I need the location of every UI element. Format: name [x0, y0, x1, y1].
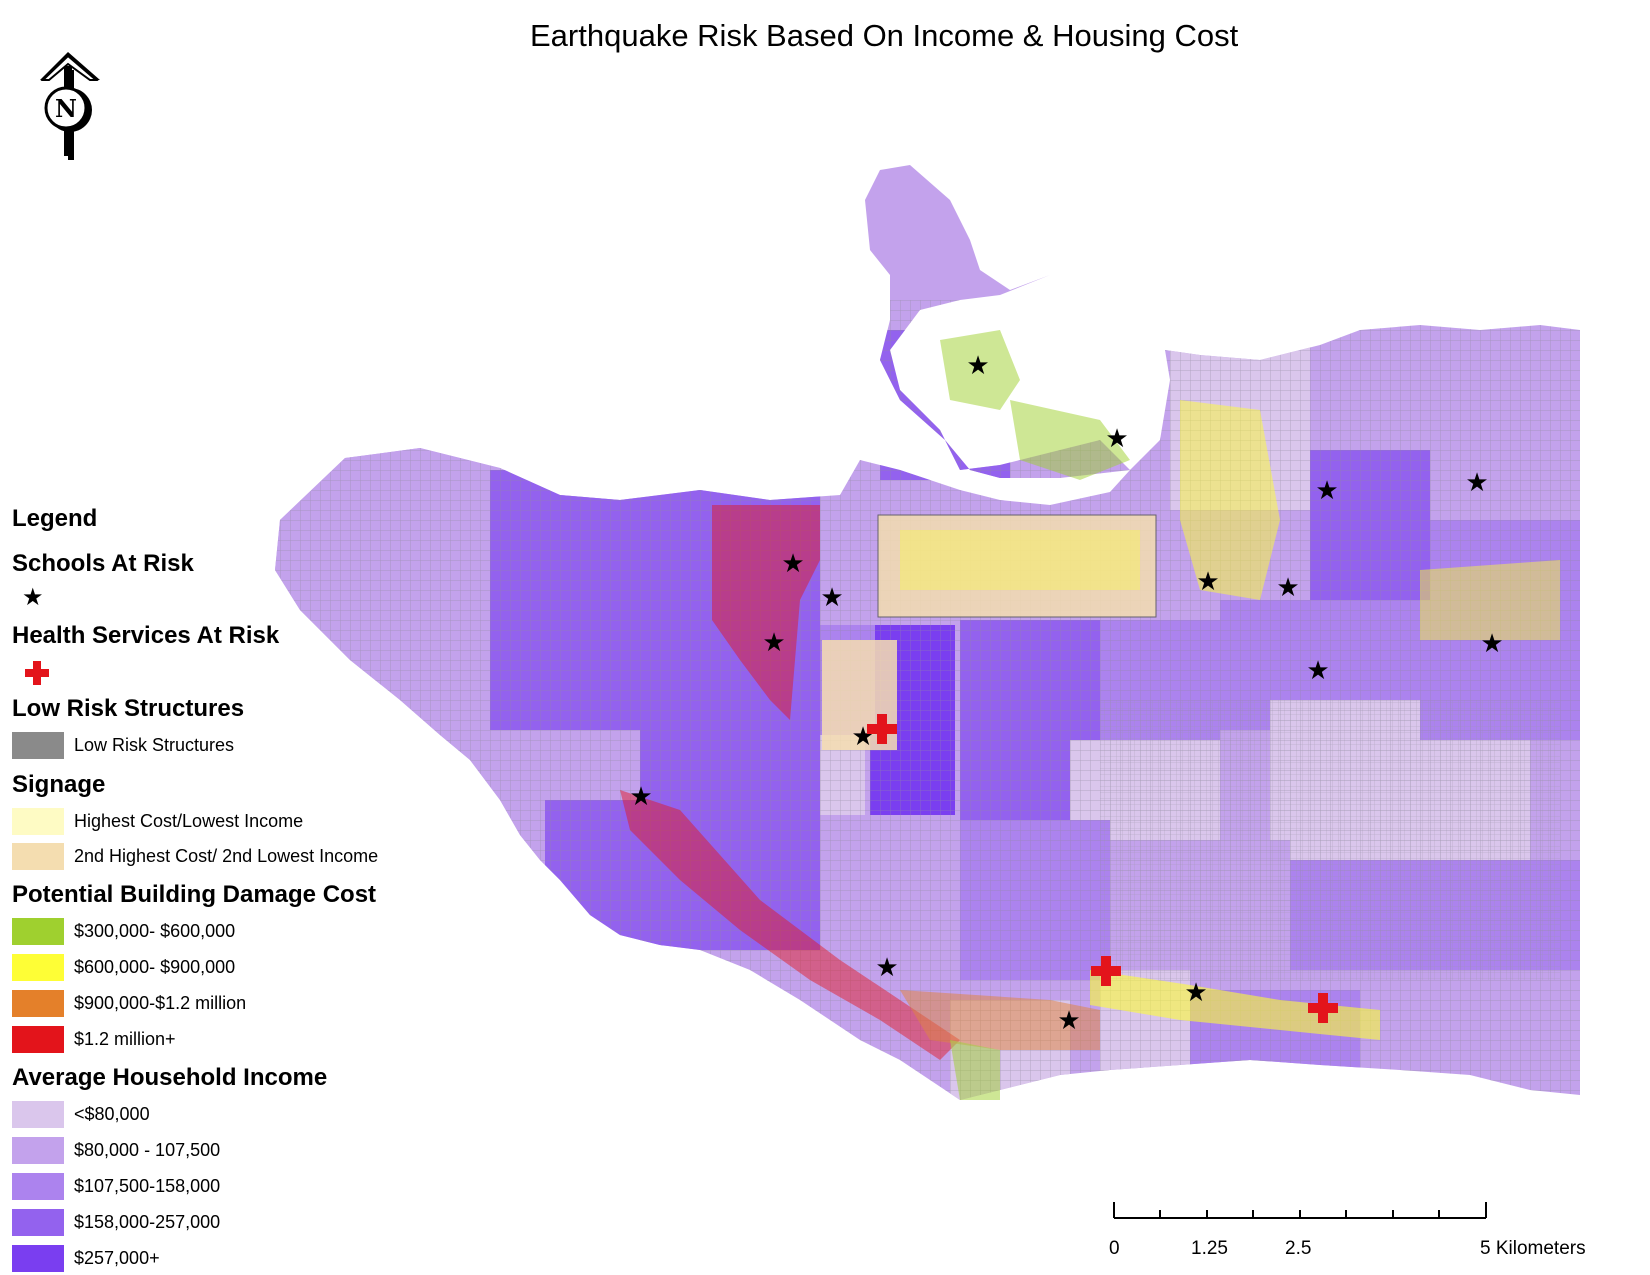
north-label: N: [55, 94, 77, 123]
legend-swatch: [12, 990, 64, 1017]
legend-section-title: Health Services At Risk: [12, 622, 280, 649]
school-star-icon: ★: [1306, 655, 1329, 685]
legend-heading: Legend: [12, 505, 98, 532]
legend-swatch: [12, 918, 64, 945]
signage-zone-2nd-highest: [877, 514, 1157, 618]
north-arrow-icon: N: [28, 48, 108, 173]
legend-label: $107,500-158,000: [74, 1176, 221, 1196]
legend-section-title: Potential Building Damage Cost: [12, 881, 377, 908]
legend-label: $80,000 - 107,500: [74, 1140, 221, 1160]
legend-swatch: [12, 808, 64, 835]
school-star-icon: ★: [1315, 475, 1338, 505]
legend-swatch: [12, 1173, 64, 1200]
scale-label: 5 Kilometers: [1480, 1238, 1586, 1259]
school-star-icon: ★: [875, 952, 898, 982]
legend-label: <$80,000: [74, 1104, 150, 1124]
school-star-icon: ★: [781, 548, 804, 578]
legend-swatch: [12, 732, 64, 759]
legend-label: $300,000- $600,000: [74, 921, 236, 941]
scale-label: 1.25: [1191, 1238, 1228, 1259]
school-star-icon: ★: [1465, 467, 1488, 497]
legend-swatch: [12, 1101, 64, 1128]
school-star-icon: ★: [1105, 423, 1128, 453]
scale-label: 0: [1109, 1238, 1120, 1259]
legend-swatch: [12, 954, 64, 981]
health-cross-icon: [1091, 956, 1121, 986]
school-star-icon: ★: [820, 582, 843, 612]
school-star-icon: ★: [966, 350, 989, 380]
legend-label: Highest Cost/Lowest Income: [74, 811, 304, 831]
school-star-icon: ★: [1184, 977, 1207, 1007]
legend-swatch: [12, 1245, 64, 1272]
school-star-icon: ★: [1196, 566, 1219, 596]
legend-label: $900,000-$1.2 million: [74, 993, 247, 1013]
health-cross-icon: [25, 661, 49, 685]
school-star-icon: ★: [762, 627, 785, 657]
health-cross-icon: [1308, 993, 1338, 1023]
school-star-icon: ★: [1057, 1005, 1080, 1035]
legend-label: $257,000+: [74, 1248, 160, 1268]
legend-swatch: [12, 843, 64, 870]
legend-section-title: Signage: [12, 771, 106, 798]
legend-label: $1.2 million+: [74, 1029, 176, 1049]
legend-label: Low Risk Structures: [74, 735, 235, 755]
legend-label: 2nd Highest Cost/ 2nd Lowest Income: [74, 846, 379, 866]
legend-swatch: [12, 1137, 64, 1164]
health-layer: [867, 714, 1338, 1023]
school-star-icon: ★: [1480, 628, 1503, 658]
schools-layer: ★ ★ ★ ★ ★ ★ ★ ★ ★ ★ ★ ★ ★ ★ ★ ★: [629, 350, 1503, 1035]
legend-section-title: Low Risk Structures: [12, 695, 245, 722]
legend-section-title: Schools At Risk: [12, 550, 194, 577]
legend-swatch: [12, 1026, 64, 1053]
school-star-icon: ★: [629, 781, 652, 811]
scale-bar: [1113, 1202, 1487, 1219]
legend-label: $158,000-257,000: [74, 1212, 221, 1232]
health-cross-icon: [867, 714, 897, 744]
scale-label: 2.5: [1285, 1238, 1312, 1259]
legend-section-title: Average Household Income: [12, 1064, 328, 1091]
legend-swatch: [12, 1209, 64, 1236]
legend-label: $600,000- $900,000: [74, 957, 236, 977]
school-star-icon: ★: [1276, 572, 1299, 602]
map-title: Earthquake Risk Based On Income & Housin…: [530, 18, 1239, 53]
school-star-icon: ★: [22, 584, 44, 611]
